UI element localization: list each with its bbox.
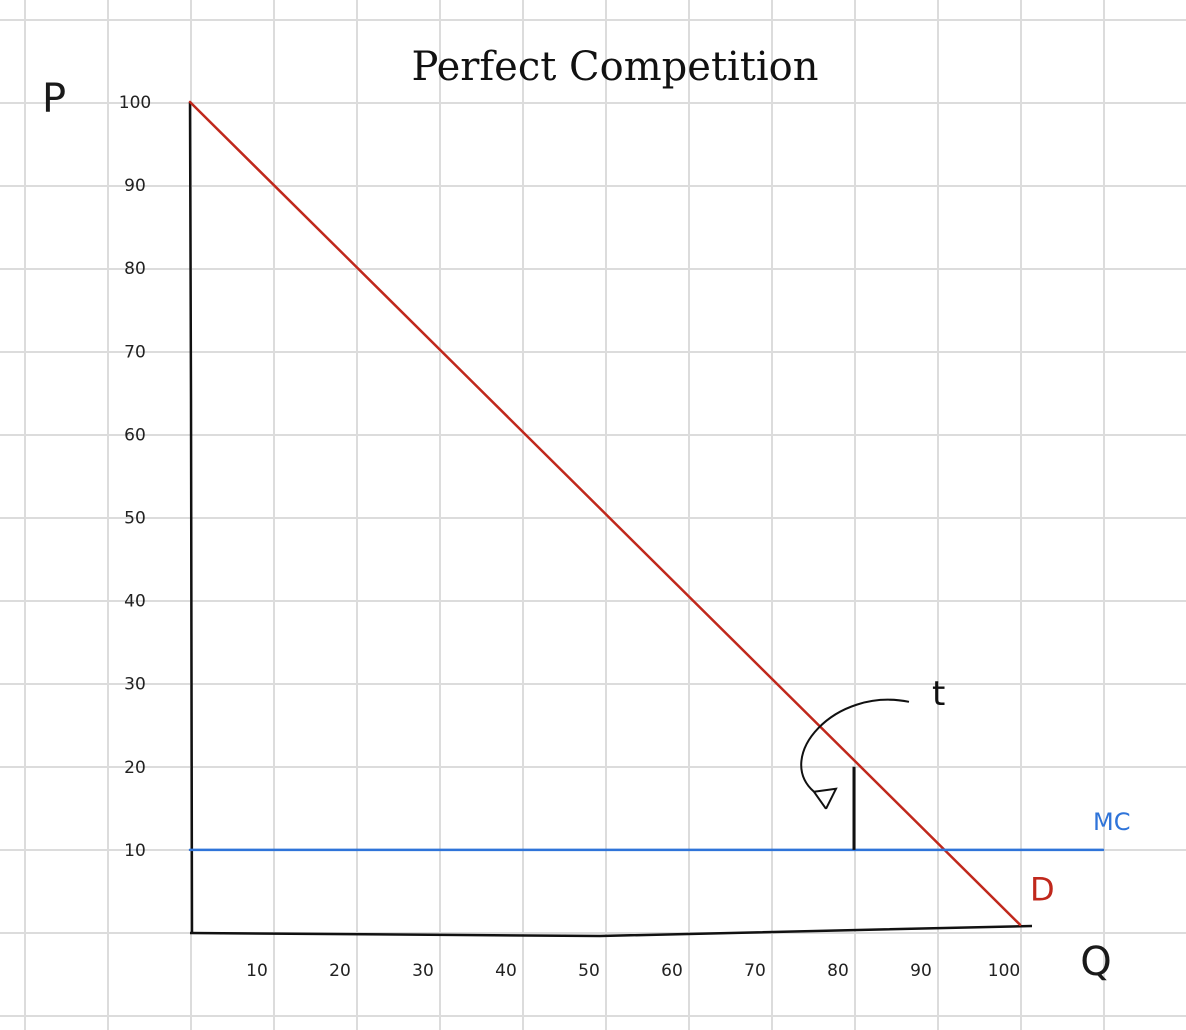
y-tick-label: 90 xyxy=(124,176,146,196)
x-tick-label: 100 xyxy=(988,961,1020,981)
tax-label: t xyxy=(932,674,945,714)
y-tick-label: 80 xyxy=(124,259,146,279)
chart-title: Perfect Competition xyxy=(411,44,818,90)
y-tick-label: 30 xyxy=(124,675,146,695)
series-lines: D MC xyxy=(188,100,1130,926)
x-tick-label: 40 xyxy=(495,961,517,981)
y-axis-label: P xyxy=(42,76,66,122)
x-tick-label: 10 xyxy=(246,961,268,981)
x-tick-label: 20 xyxy=(329,961,351,981)
x-axis xyxy=(189,924,1033,938)
x-tick-label: 60 xyxy=(661,961,683,981)
y-tick-labels: 10 20 30 40 50 60 70 80 90 100 xyxy=(119,93,151,861)
axes xyxy=(188,101,1033,938)
y-tick-label: 20 xyxy=(124,758,146,778)
annotations: t xyxy=(800,674,945,850)
y-tick-label: 100 xyxy=(119,93,151,113)
x-axis-label: Q xyxy=(1080,939,1111,985)
series-label-d: D xyxy=(1030,871,1055,909)
x-tick-label: 30 xyxy=(412,961,434,981)
x-tick-label: 80 xyxy=(827,961,849,981)
y-tick-label: 50 xyxy=(124,509,146,529)
y-tick-label: 60 xyxy=(124,425,146,445)
x-tick-label: 70 xyxy=(744,961,766,981)
series-label-mc: MC xyxy=(1093,808,1130,836)
tax-arrowhead xyxy=(813,787,838,810)
x-tick-label: 50 xyxy=(578,961,600,981)
y-tick-label: 10 xyxy=(124,841,146,861)
y-tick-label: 70 xyxy=(124,342,146,362)
x-tick-labels: 10 20 30 40 50 60 70 80 90 100 xyxy=(246,961,1020,981)
x-tick-label: 90 xyxy=(910,961,932,981)
series-line-d xyxy=(188,100,1022,926)
tax-arrow xyxy=(800,698,910,810)
y-tick-label: 40 xyxy=(124,592,146,612)
y-axis xyxy=(188,101,194,934)
